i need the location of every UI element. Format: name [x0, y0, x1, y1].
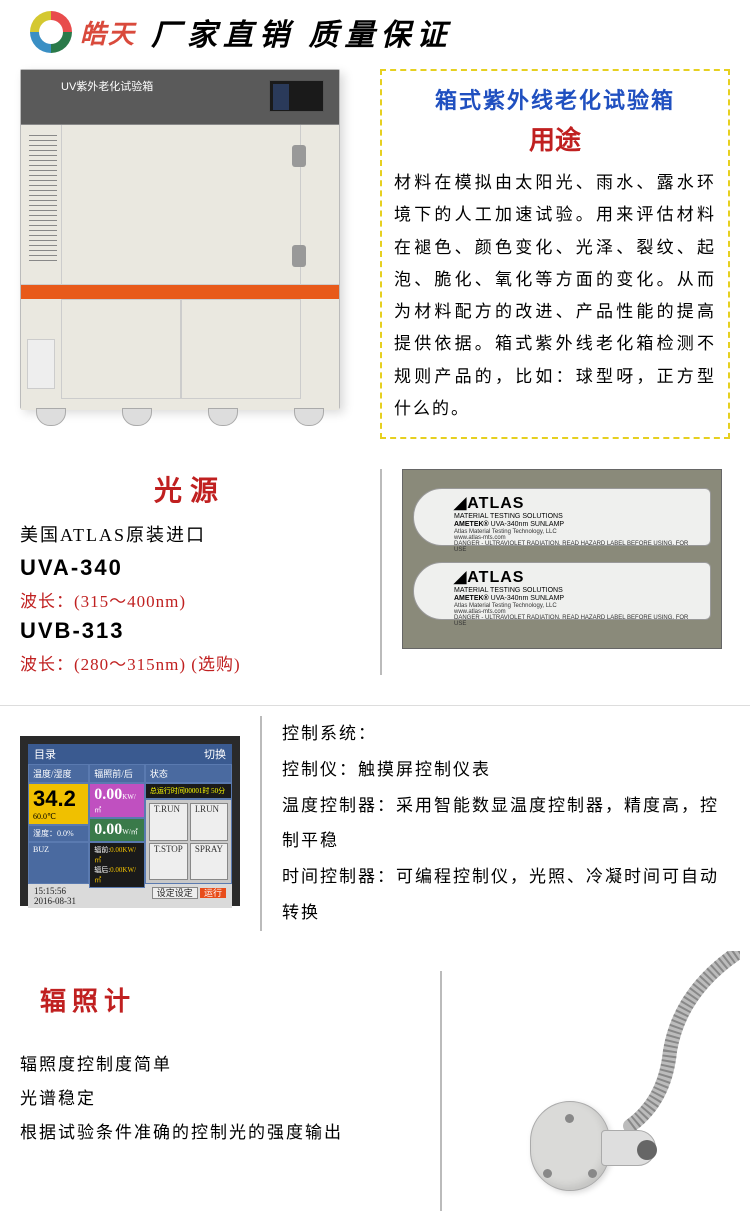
brand-logo: 皓天	[30, 11, 136, 53]
radiometer-panel: 辐照计 辐照度控制度简单 光谱稳定 根据试验条件准确的控制光的强度输出	[20, 971, 420, 1211]
touchscreen-image: 目录切换 温度/湿度 34.260.0℃ 湿度：0.0% BUZ 辐照前/后 0…	[20, 716, 240, 930]
tube-2: ◢ATLAS MATERIAL TESTING SOLUTIONS AMETEK…	[413, 562, 711, 620]
purpose-panel: 箱式紫外线老化试验箱 用途 材料在模拟由太阳光、雨水、露水环境下的人工加速试验。…	[380, 69, 730, 439]
ctrl-h3: 温度控制器：采用智能数显温度控制器，精度高，控制平稳	[282, 788, 730, 859]
tubes-image: ◢ATLAS MATERIAL TESTING SOLUTIONS AMETEK…	[380, 469, 730, 675]
ctrl-h2: 控制仪：触摸屏控制仪表	[282, 752, 730, 788]
ls-uvb: UVB-313	[20, 618, 360, 644]
purpose-subtitle: 用途	[394, 120, 716, 157]
row-radiometer: 辐照计 辐照度控制度简单 光谱稳定 根据试验条件准确的控制光的强度输出	[0, 951, 750, 1231]
ls-origin: 美国ATLAS原装进口	[20, 521, 360, 547]
purpose-text: 材料在模拟由太阳光、雨水、露水环境下的人工加速试验。用来评估材料在褪色、颜色变化…	[394, 167, 716, 425]
lightsource-title: 光源	[20, 469, 360, 509]
ctrl-h1: 控制系统：	[282, 716, 730, 752]
machine-label: UV紫外老化试验箱	[61, 78, 153, 94]
slogan: 厂家直销 质量保证	[151, 10, 453, 54]
radi-l3: 根据试验条件准确的控制光的强度输出	[20, 1116, 420, 1150]
ls-uva: UVA-340	[20, 555, 360, 581]
radi-l1: 辐照度控制度简单	[20, 1048, 420, 1082]
row-lightsource: 光源 美国ATLAS原装进口 UVA-340 波长：(315～400nm) UV…	[0, 459, 750, 695]
sensor-image	[440, 971, 730, 1211]
control-panel-icon	[269, 80, 324, 112]
row-control: 目录切换 温度/湿度 34.260.0℃ 湿度：0.0% BUZ 辐照前/后 0…	[0, 705, 750, 950]
logo-icon	[30, 11, 72, 53]
sensor-device-icon	[530, 1101, 610, 1191]
ctrl-h4: 时间控制器：可编程控制仪，光照、冷凝时间可自动转换	[282, 859, 730, 930]
brand-name: 皓天	[80, 14, 136, 51]
product-image: UV紫外老化试验箱	[20, 69, 360, 429]
ls-uvb-wave: 波长：(280～315nm) (选购)	[20, 650, 360, 675]
radi-l2: 光谱稳定	[20, 1082, 420, 1116]
ls-uva-wave: 波长：(315～400nm)	[20, 587, 360, 612]
row-product-purpose: UV紫外老化试验箱 箱式紫外线老化试验箱 用途 材料在模拟由太阳光、雨水、露水环…	[0, 64, 750, 459]
lightsource-panel: 光源 美国ATLAS原装进口 UVA-340 波长：(315～400nm) UV…	[20, 469, 360, 675]
control-system-text: 控制系统： 控制仪：触摸屏控制仪表 温度控制器：采用智能数显温度控制器，精度高，…	[260, 716, 730, 930]
header: 皓天 厂家直销 质量保证	[0, 0, 750, 64]
tube-1: ◢ATLAS MATERIAL TESTING SOLUTIONS AMETEK…	[413, 488, 711, 546]
purpose-title: 箱式紫外线老化试验箱	[394, 83, 716, 115]
radiometer-title: 辐照计	[40, 981, 420, 1018]
cable-icon	[620, 951, 740, 1151]
